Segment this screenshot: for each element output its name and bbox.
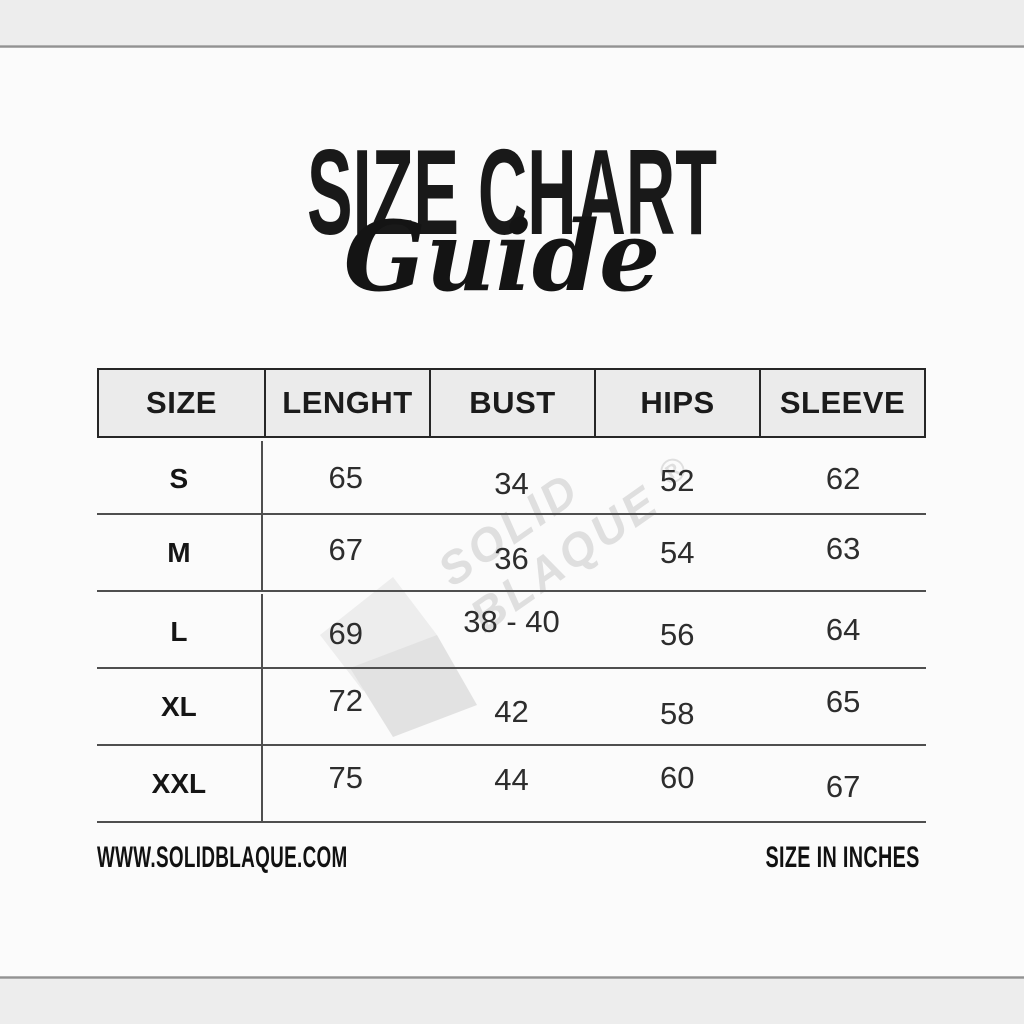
- sleeve-value: 63: [825, 530, 861, 566]
- lenght-value: 69: [328, 615, 363, 651]
- sleeve-value: 64: [825, 611, 861, 647]
- hips-value: 54: [660, 534, 695, 570]
- lenght-value: 75: [328, 759, 363, 795]
- lenght-value: 67: [328, 531, 363, 567]
- table-row-xl: XL 72 42 58 65: [97, 669, 926, 746]
- hips-value: 60: [660, 759, 695, 795]
- units-note: SIZE IN INCHES: [765, 841, 920, 874]
- bust-value: 44: [494, 761, 529, 797]
- letterbox-band-bottom: [0, 979, 1024, 1024]
- logo-upper-fold: [320, 577, 437, 691]
- lenght-value: 72: [328, 682, 363, 718]
- hips-value: 56: [660, 616, 695, 652]
- top-divider-line: [0, 45, 1024, 48]
- table-body: S 65 34 52 62 M 67 36 54 63 L 69 38 - 40…: [97, 438, 926, 823]
- table-row-m: M 67 36 54 63: [97, 515, 926, 592]
- bust-value: 34: [494, 465, 529, 501]
- sleeve-value: 65: [825, 683, 861, 719]
- table-header-row: SIZE LENGHT BUST HIPS SLEEVE: [97, 368, 926, 438]
- hips-value: 52: [660, 462, 695, 498]
- bust-value: 36: [494, 540, 529, 576]
- brand-diamond-logo: [320, 577, 477, 737]
- bottom-divider-line: [0, 976, 1024, 979]
- website-url: WWW.SOLIDBLAQUE.COM: [97, 841, 348, 874]
- title-block: SIZE CHART Guide: [0, 124, 1024, 305]
- table-row-s: S 65 34 52 62: [97, 438, 926, 516]
- column-header-bust: BUST: [429, 370, 594, 436]
- size-chart-table: SIZE LENGHT BUST HIPS SLEEVE S 65 34 52 …: [97, 368, 926, 823]
- lenght-value: 65: [328, 459, 363, 495]
- bust-value: 38 - 40: [463, 603, 560, 639]
- letterbox-band-top: [0, 0, 1024, 45]
- column-header-size: SIZE: [146, 385, 217, 420]
- size-label: XXL: [97, 746, 263, 821]
- sleeve-value: 62: [825, 460, 861, 496]
- logo-lower-fold: [350, 635, 477, 737]
- column-header-hips: HIPS: [594, 370, 759, 436]
- size-label: XL: [97, 669, 263, 744]
- page-subtitle-script: Guide: [343, 200, 661, 313]
- table-row-l: L 69 38 - 40 56 64: [97, 592, 926, 669]
- size-label: M: [97, 515, 263, 590]
- page-title: SIZE CHART: [307, 124, 717, 260]
- size-label: S: [97, 441, 263, 516]
- column-header-lenght: LENGHT: [264, 370, 429, 436]
- hips-value: 58: [660, 695, 695, 731]
- table-row-xxl: XXL 75 44 60 67: [97, 746, 926, 823]
- size-label: L: [97, 594, 263, 669]
- bust-value: 42: [494, 693, 529, 729]
- sleeve-value: 67: [825, 768, 861, 804]
- column-header-sleeve: SLEEVE: [759, 370, 924, 436]
